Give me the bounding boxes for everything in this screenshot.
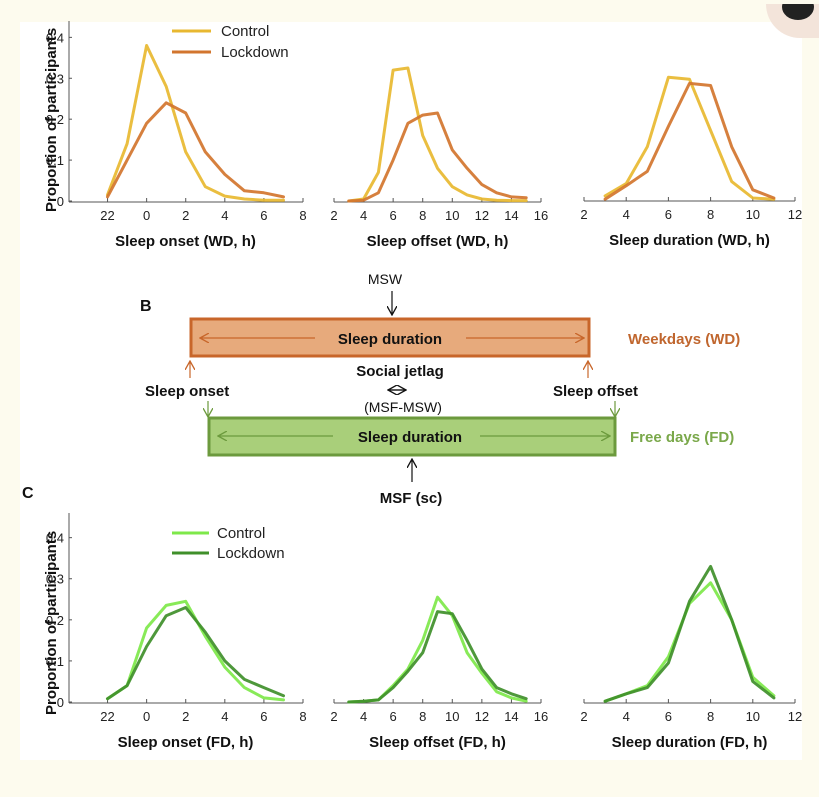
chart-wd-duration: 2 4 6 8 10 12 Sleep duration (WD, h) — [580, 75, 802, 249]
free-days-label: Free days (FD) — [630, 429, 734, 446]
x-tick-label: 6 — [665, 207, 672, 222]
legend-top: Control Lockdown — [172, 23, 289, 61]
msf-msw-label: (MSF-MSW) — [364, 399, 442, 415]
series-line-control — [347, 66, 528, 203]
avatar-icon — [782, 4, 814, 20]
x-tick-label: 6 — [260, 208, 267, 223]
x-tick-label: 2 — [330, 709, 337, 724]
x-tick-label: 6 — [665, 709, 672, 724]
y-tick-label: 0.1 — [46, 654, 64, 669]
x-tick-label: 4 — [221, 709, 228, 724]
chart-wd-onset: 22 0 2 4 6 8 0 0.1 0.2 0.3 0.4 Sleep onset (WD, h) — [46, 21, 307, 250]
x-tick-label: 2 — [580, 709, 587, 724]
x-tick-label: 16 — [534, 208, 548, 223]
x-axis-label: Sleep duration (FD, h) — [612, 734, 768, 751]
x-tick-label: 4 — [623, 207, 630, 222]
x-tick-label: 6 — [390, 208, 397, 223]
y-tick-label: 0 — [57, 695, 64, 710]
sleep-offset-label: Sleep offset — [553, 383, 638, 400]
msw-label: MSW — [368, 271, 403, 287]
x-axis-label: Sleep duration (WD, h) — [609, 232, 770, 249]
y-tick-label: 0.2 — [46, 613, 64, 628]
x-tick-label: 10 — [746, 709, 760, 724]
x-axis-label: Sleep offset (WD, h) — [367, 233, 509, 250]
x-tick-label: 12 — [475, 208, 489, 223]
x-tick-label: 2 — [580, 207, 587, 222]
x-tick-label: 4 — [221, 208, 228, 223]
x-tick-label: 10 — [445, 709, 459, 724]
x-tick-label: 10 — [746, 207, 760, 222]
x-tick-label: 6 — [260, 709, 267, 724]
sleep-onset-label: Sleep onset — [145, 383, 229, 400]
x-tick-label: 8 — [419, 709, 426, 724]
x-tick-label: 22 — [100, 709, 114, 724]
y-tick-label: 0.1 — [46, 153, 64, 168]
x-tick-label: 8 — [299, 208, 306, 223]
x-tick-label: 0 — [143, 709, 150, 724]
x-tick-label: 8 — [707, 207, 714, 222]
x-axis-label: Sleep onset (FD, h) — [118, 734, 254, 751]
y-tick-label: 0.4 — [46, 30, 64, 45]
legend-bottom: Control Lockdown — [172, 525, 285, 562]
panel-label-c: C — [22, 485, 34, 502]
x-tick-label: 12 — [788, 207, 802, 222]
x-tick-label: 2 — [330, 208, 337, 223]
x-tick-label: 14 — [504, 208, 518, 223]
wd-sleep-duration-label: Sleep duration — [338, 331, 442, 348]
diagram-b: B MSW Sleep duration Weekdays (WD) Sleep… — [140, 271, 740, 507]
y-tick-label: 0.3 — [46, 71, 64, 86]
series-line-lockdown — [603, 81, 776, 201]
legend-label-lockdown-fd: Lockdown — [217, 545, 285, 562]
x-tick-label: 0 — [143, 208, 150, 223]
series-line-lockdown — [106, 606, 285, 701]
x-tick-label: 10 — [445, 208, 459, 223]
legend-label-control-fd: Control — [217, 525, 265, 542]
x-tick-label: 4 — [360, 709, 367, 724]
x-tick-label: 12 — [475, 709, 489, 724]
legend-label-lockdown: Lockdown — [221, 44, 289, 61]
series-line-lockdown — [347, 610, 528, 704]
y-tick-label: 0.4 — [46, 531, 64, 546]
x-axis-label: Sleep onset (WD, h) — [115, 233, 256, 250]
fd-sleep-duration-label: Sleep duration — [358, 429, 462, 446]
msf-label: MSF (sc) — [380, 490, 443, 507]
x-tick-label: 22 — [100, 208, 114, 223]
weekdays-label: Weekdays (WD) — [628, 331, 740, 348]
series-line-lockdown — [106, 101, 285, 199]
x-tick-label: 14 — [504, 709, 518, 724]
y-axis-label-bottom: Proportion of participants — [43, 531, 60, 715]
x-axis-label: Sleep offset (FD, h) — [369, 734, 506, 751]
chart-fd-duration: 2 4 6 8 10 12 Sleep duration (FD, h) — [580, 564, 802, 751]
chart-fd-offset: 2 4 6 8 10 12 14 16 Sleep offset (FD, h) — [330, 595, 548, 751]
x-tick-label: 12 — [788, 709, 802, 724]
y-axis-label-top: Proportion of participants — [43, 28, 60, 212]
x-tick-label: 2 — [182, 709, 189, 724]
social-jetlag-label: Social jetlag — [356, 363, 444, 380]
series-line-control — [106, 44, 285, 202]
x-tick-label: 6 — [390, 709, 397, 724]
panel-label-b: B — [140, 298, 152, 315]
y-tick-label: 0.3 — [46, 572, 64, 587]
x-tick-label: 8 — [299, 709, 306, 724]
figure-sheet — [20, 22, 802, 760]
x-tick-label: 4 — [623, 709, 630, 724]
y-tick-label: 0 — [57, 194, 64, 209]
chart-wd-offset: 2 4 6 8 10 12 14 16 Sleep offset (WD, h) — [330, 66, 548, 250]
x-tick-label: 8 — [419, 208, 426, 223]
x-tick-label: 8 — [707, 709, 714, 724]
x-tick-label: 4 — [360, 208, 367, 223]
x-tick-label: 2 — [182, 208, 189, 223]
series-line-lockdown — [603, 564, 776, 703]
chart-fd-onset: 22 0 2 4 6 8 0 0.1 0.2 0.3 0.4 Sleep onset (FD, h) — [46, 513, 307, 751]
x-tick-label: 16 — [534, 709, 548, 724]
series-line-lockdown — [347, 111, 528, 203]
y-tick-label: 0.2 — [46, 112, 64, 127]
legend-label-control: Control — [221, 23, 269, 40]
